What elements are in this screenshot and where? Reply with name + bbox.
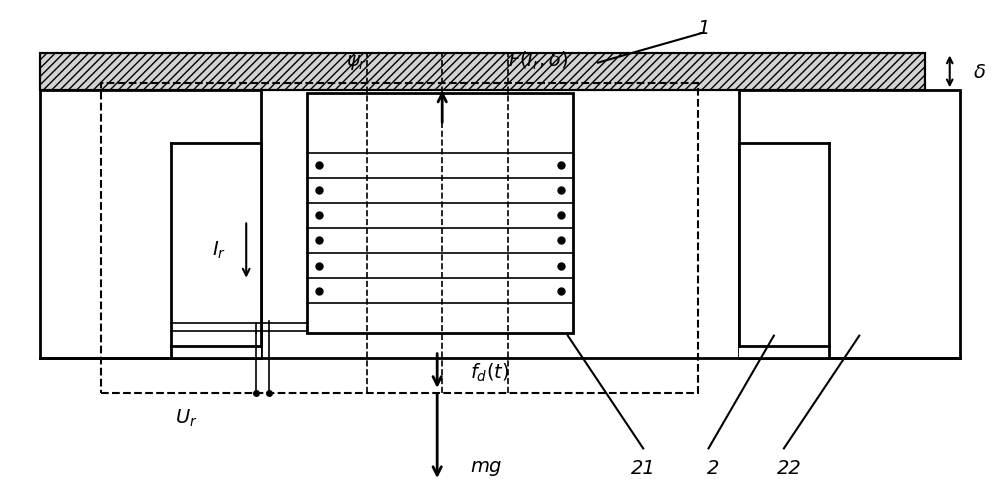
Text: $\delta$: $\delta$	[973, 63, 986, 82]
Text: $I_r$: $I_r$	[212, 240, 226, 261]
Bar	[739, 90, 960, 358]
Text: 22: 22	[777, 459, 801, 478]
Text: $\psi_r$: $\psi_r$	[346, 53, 368, 72]
Text: 21: 21	[631, 459, 655, 478]
Text: $mg$: $mg$	[470, 459, 502, 478]
Bar	[307, 93, 573, 333]
Text: $f_d(t)$: $f_d(t)$	[470, 362, 510, 384]
Text: 2: 2	[708, 459, 720, 478]
Bar	[40, 90, 261, 358]
Text: $F(I_r, \delta)$: $F(I_r, \delta)$	[508, 50, 568, 72]
Text: $U_r$: $U_r$	[175, 408, 197, 429]
Bar	[171, 143, 261, 358]
Bar	[739, 143, 829, 358]
Bar	[40, 53, 925, 90]
Text: 1: 1	[697, 19, 710, 38]
Bar	[40, 53, 925, 90]
Bar	[100, 83, 698, 393]
